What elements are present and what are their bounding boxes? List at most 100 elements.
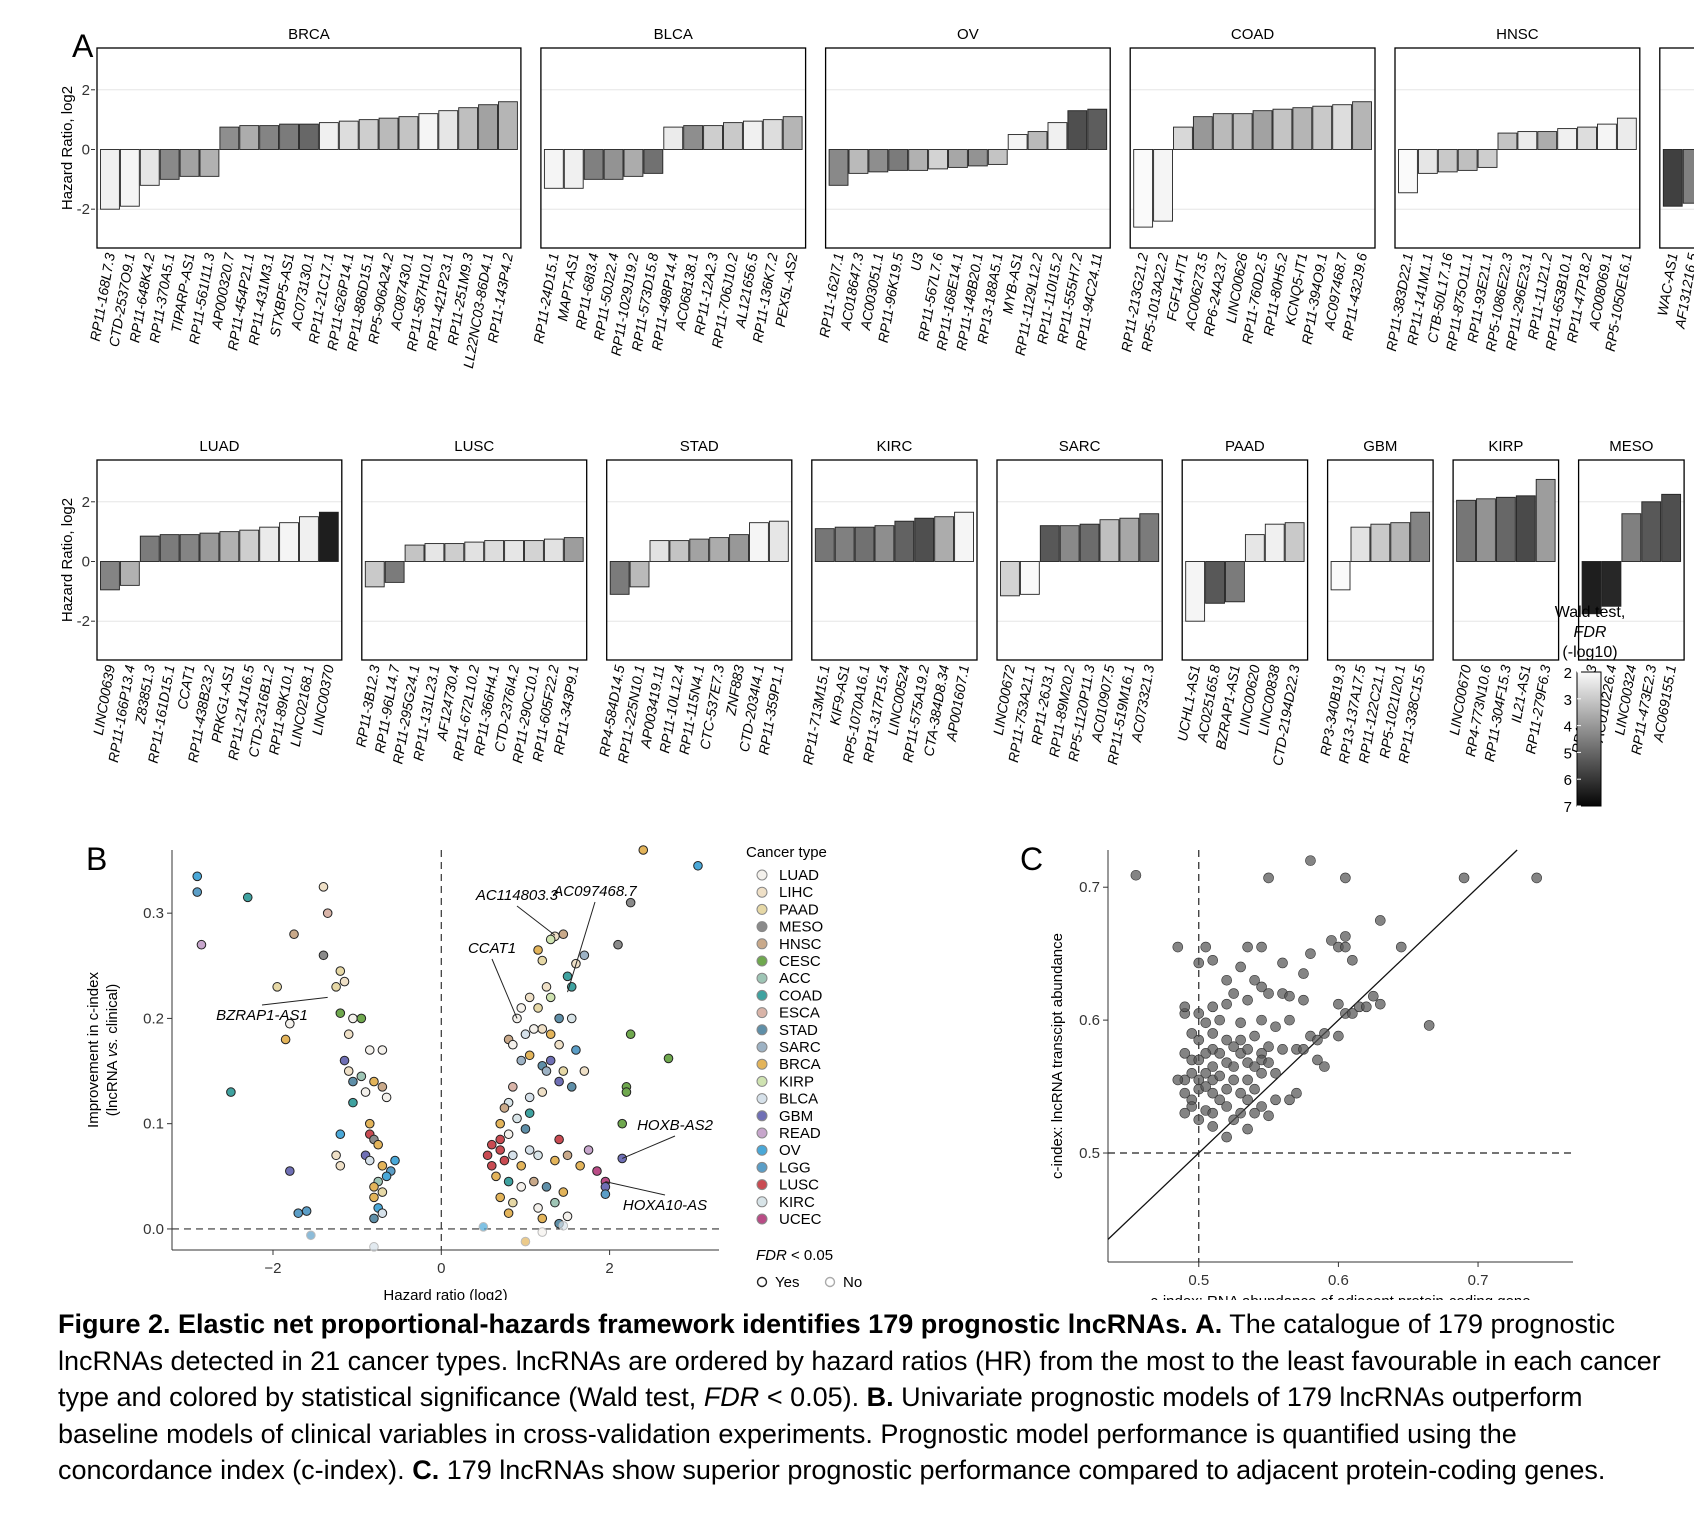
- data-point: [558, 1187, 569, 1197]
- data-point: [533, 1203, 543, 1213]
- y-axis-title-italic: vs.: [104, 1038, 121, 1057]
- bar: [709, 537, 730, 562]
- data-point: [381, 1171, 392, 1182]
- bar: [1153, 149, 1173, 222]
- facet-frame: [824, 47, 1111, 249]
- data-point: [1531, 872, 1542, 884]
- bar: [1390, 522, 1411, 562]
- data-point: [524, 1108, 535, 1118]
- data-point: [192, 887, 203, 897]
- bar: [543, 149, 564, 189]
- data-point: [1263, 988, 1274, 999]
- legend-swatch: [756, 1179, 768, 1191]
- bar: [239, 529, 260, 562]
- caption-c-label: C.: [412, 1455, 440, 1485]
- data-point: [1172, 941, 1184, 953]
- data-point: [592, 1166, 602, 1176]
- data-point: [554, 1134, 564, 1145]
- bar: [1581, 561, 1602, 615]
- annotation-label: HOXA10-AS: [623, 1197, 707, 1214]
- annotation-leader: [261, 996, 328, 1006]
- data-point: [1214, 1094, 1226, 1106]
- facet-title: BLCA: [654, 26, 693, 43]
- data-point: [369, 1182, 379, 1192]
- data-point: [331, 982, 341, 992]
- panel-label-c: C: [1020, 841, 1043, 877]
- data-point: [1361, 1001, 1372, 1013]
- y-axis-title: Hazard Ratio, log2: [59, 86, 76, 210]
- legend-swatch: [756, 1007, 768, 1019]
- bar: [563, 149, 584, 189]
- data-point: [242, 892, 253, 903]
- data-point: [348, 1076, 358, 1087]
- legend-swatch: [756, 1196, 768, 1208]
- bar: [1192, 116, 1213, 150]
- legend-label: KIRP: [779, 1073, 814, 1090]
- data-point: [541, 1182, 552, 1192]
- bar: [749, 522, 769, 562]
- facet-frame: [1452, 459, 1560, 661]
- data-point: [343, 1066, 354, 1076]
- legend-label: OV: [779, 1142, 801, 1159]
- facet-title: PAAD: [1225, 438, 1265, 455]
- data-point: [377, 1208, 388, 1218]
- x-tick-label: 0.5: [1188, 1272, 1209, 1289]
- y-tick-label: 0.7: [1079, 879, 1100, 896]
- data-point: [508, 1197, 518, 1208]
- data-point: [508, 1082, 518, 1092]
- bar: [703, 125, 723, 150]
- data-point: [1458, 872, 1470, 884]
- bar: [1350, 526, 1371, 562]
- fdr-no-swatch: [824, 1276, 836, 1288]
- caption-a-text2: < 0.05).: [766, 1382, 860, 1412]
- facet-frame: [1181, 459, 1309, 661]
- panel-a-fdr-colorbar-legend: Wald test, FDR (-log10) 2 3 4 5 6 7: [1555, 604, 1626, 816]
- data-point: [1221, 1131, 1232, 1143]
- bar: [987, 149, 1008, 165]
- bar: [438, 110, 459, 150]
- legend-label: READ: [779, 1125, 821, 1142]
- bar: [259, 526, 280, 562]
- gene-label: CCAT1: [174, 664, 198, 711]
- bar: [318, 122, 339, 150]
- data-point: [1193, 957, 1205, 969]
- data-point: [1200, 941, 1212, 953]
- bar: [1417, 149, 1438, 174]
- data-point: [579, 950, 590, 961]
- annotation-leader: [605, 1181, 666, 1196]
- facet-title: SARC: [1059, 438, 1101, 455]
- bar: [1332, 104, 1353, 150]
- legend-swatch: [756, 1075, 768, 1087]
- data-point: [377, 1082, 388, 1092]
- x-tick-label: 0.6: [1328, 1272, 1349, 1289]
- bar: [1019, 561, 1040, 595]
- data-point: [192, 871, 203, 882]
- caption-a-label: A.: [1195, 1309, 1223, 1339]
- annotation-leader: [516, 905, 556, 936]
- data-point: [1228, 988, 1239, 999]
- data-point: [369, 1213, 379, 1224]
- legend-swatch: [756, 869, 768, 881]
- bar: [259, 125, 280, 150]
- data-point: [545, 1055, 556, 1066]
- bar: [484, 540, 505, 562]
- data-point: [1179, 1087, 1191, 1099]
- data-point: [348, 1013, 358, 1024]
- y-tick-label: 0.0: [143, 1221, 164, 1238]
- bar: [723, 122, 743, 150]
- bar: [219, 531, 240, 562]
- caption-lead: Figure 2. Elastic net proportional-hazar…: [58, 1309, 1188, 1339]
- bar: [583, 149, 604, 180]
- facet-title: KIRC: [876, 438, 912, 455]
- data-point: [566, 1082, 577, 1092]
- data-point: [566, 1013, 577, 1024]
- y-axis-title-part: (lncRNA: [104, 1057, 121, 1116]
- bar: [378, 117, 399, 150]
- data-point: [663, 1053, 674, 1064]
- data-point: [1263, 1110, 1274, 1122]
- data-point: [1291, 1087, 1302, 1099]
- bar: [1476, 498, 1496, 562]
- data-point: [1130, 869, 1142, 881]
- bar: [464, 541, 485, 562]
- legend-label: LUSC: [779, 1177, 819, 1194]
